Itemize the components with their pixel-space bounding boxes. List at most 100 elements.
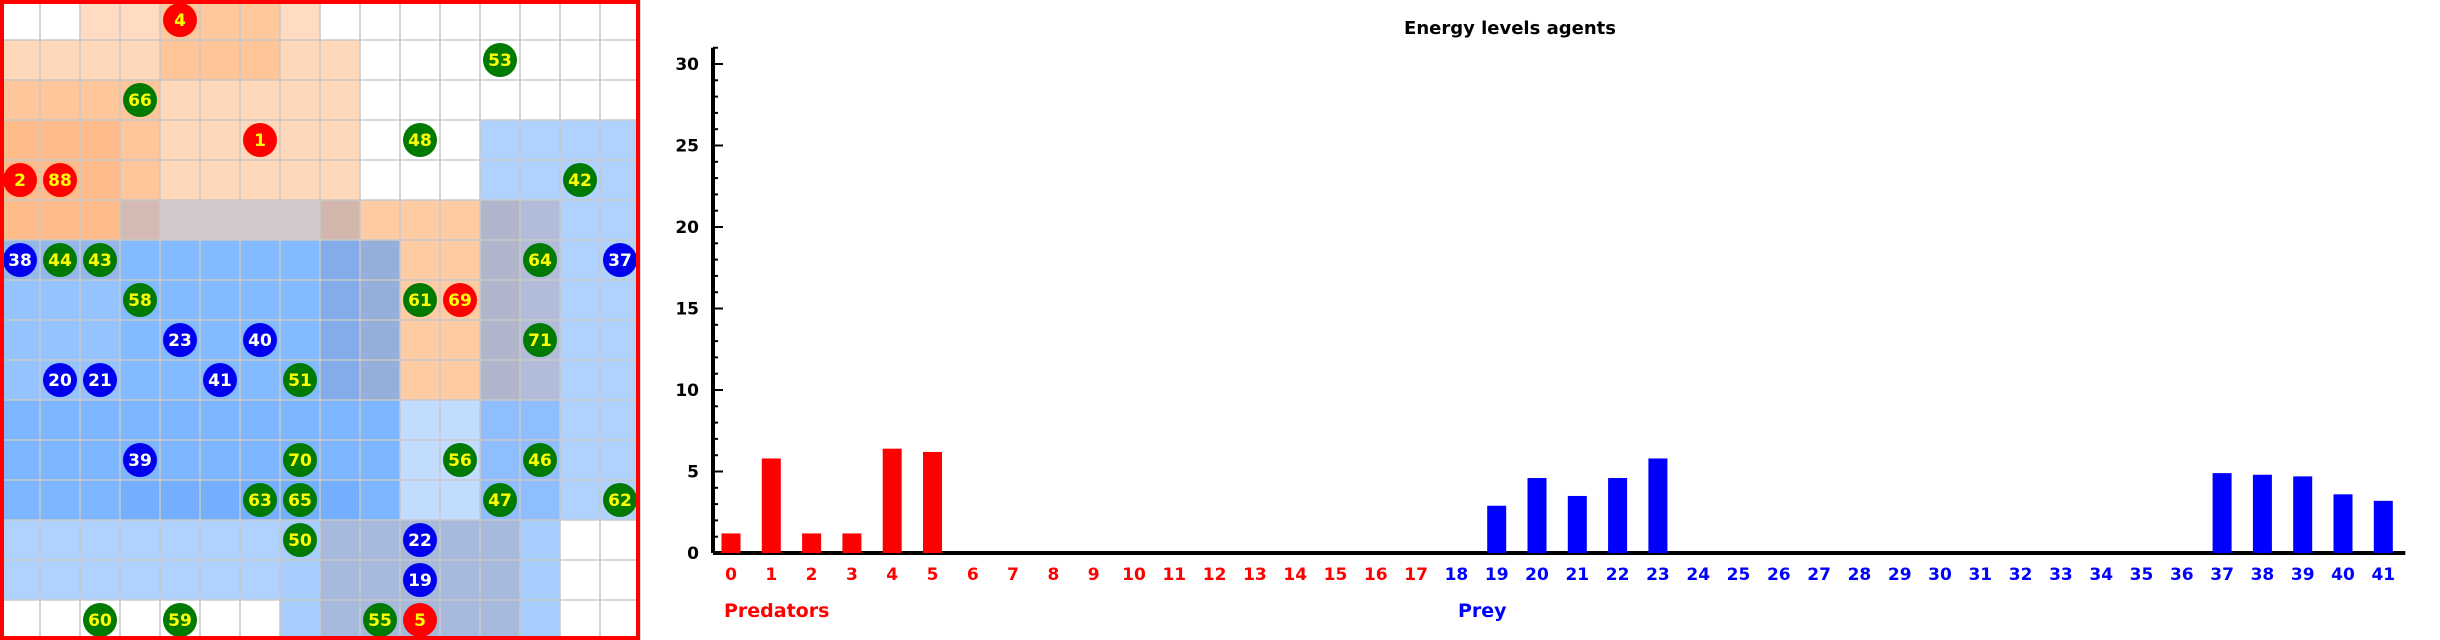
y-tick-label: 20 xyxy=(675,218,699,238)
prey-agent: 41 xyxy=(203,363,237,397)
plant-agent: 50 xyxy=(283,523,317,557)
plant-agent-label: 63 xyxy=(248,491,272,511)
x-tick-label: 0 xyxy=(725,565,737,585)
bar-prey-40 xyxy=(2333,494,2353,553)
chart-title: Energy levels agents xyxy=(1404,18,1616,39)
bar-prey-39 xyxy=(2293,476,2313,553)
grid-lines xyxy=(0,0,641,640)
prey-agent-label: 21 xyxy=(88,371,112,391)
x-tick-label: 34 xyxy=(2089,565,2113,585)
bar-prey-37 xyxy=(2212,473,2232,553)
plant-agent-label: 64 xyxy=(528,251,552,271)
x-tick-label: 28 xyxy=(1848,565,1872,585)
prey-agent: 22 xyxy=(403,523,437,557)
plant-agent-marker xyxy=(283,363,317,397)
plant-agent-label: 46 xyxy=(528,451,552,471)
x-tick-label: 25 xyxy=(1727,565,1751,585)
plant-agent-label: 70 xyxy=(288,451,312,471)
predator-zone xyxy=(0,40,360,240)
plant-agent: 43 xyxy=(83,243,117,277)
x-tick-label: 4 xyxy=(886,565,898,585)
plant-agent-marker xyxy=(363,603,397,637)
predator-agent-marker xyxy=(443,283,477,317)
x-tick-label: 3 xyxy=(846,565,858,585)
x-tick-label: 36 xyxy=(2170,565,2194,585)
y-tick-label: 0 xyxy=(687,544,699,564)
bar-predators-1 xyxy=(761,458,781,553)
predator-agent: 1 xyxy=(243,123,277,157)
predator-agent: 2 xyxy=(3,163,37,197)
x-tick-label: 24 xyxy=(1686,565,1710,585)
x-tick-label: 8 xyxy=(1047,565,1059,585)
predator-agent-label: 4 xyxy=(174,11,186,31)
predator-agent-marker xyxy=(3,163,37,197)
y-tick-label: 5 xyxy=(687,463,699,483)
series-labels: Predators Prey xyxy=(724,600,1507,622)
plant-agent-label: 56 xyxy=(448,451,472,471)
plant-agent: 61 xyxy=(403,283,437,317)
x-tick-label: 30 xyxy=(1928,565,1952,585)
plant-agent: 55 xyxy=(363,603,397,637)
x-tick-label: 26 xyxy=(1767,565,1791,585)
plant-agent-marker xyxy=(283,523,317,557)
bar-prey-22 xyxy=(1608,478,1628,553)
prey-agent-marker xyxy=(83,363,117,397)
x-tick-label: 10 xyxy=(1122,565,1146,585)
bar-prey-20 xyxy=(1527,478,1547,553)
plant-agent-marker xyxy=(43,243,77,277)
y-tick-label: 30 xyxy=(675,55,699,75)
prey-agent: 37 xyxy=(603,243,637,277)
predator-agent-label: 69 xyxy=(448,291,472,311)
plant-agent-label: 62 xyxy=(608,491,632,511)
prey-agent-label: 38 xyxy=(8,251,32,271)
plant-agent-marker xyxy=(483,483,517,517)
plant-agent-marker xyxy=(163,603,197,637)
prey-agent-label: 40 xyxy=(248,331,272,351)
x-tick-label: 29 xyxy=(1888,565,1912,585)
predator-agent: 5 xyxy=(403,603,437,637)
prey-agent: 19 xyxy=(403,563,437,597)
x-tick-label: 20 xyxy=(1525,565,1549,585)
bar-prey-41 xyxy=(2373,500,2393,553)
plant-agent-label: 58 xyxy=(128,291,152,311)
plant-agent-marker xyxy=(483,43,517,77)
prey-agent-marker xyxy=(43,363,77,397)
bar-predators-2 xyxy=(802,533,822,553)
prey-agent-marker xyxy=(203,363,237,397)
prey-agent-label: 19 xyxy=(408,571,432,591)
predator-agent: 4 xyxy=(163,3,197,37)
predator-agent-label: 88 xyxy=(48,171,72,191)
plant-agent-label: 51 xyxy=(288,371,312,391)
plant-agent: 46 xyxy=(523,443,557,477)
plant-agent-marker xyxy=(443,443,477,477)
plant-agent-label: 60 xyxy=(88,611,112,631)
prey-agent: 38 xyxy=(3,243,37,277)
x-tick-label: 41 xyxy=(2371,565,2395,585)
plant-agent-marker xyxy=(403,123,437,157)
y-axis: 0 5 10 15 20 25 30 xyxy=(675,46,723,564)
prey-agent-label: 37 xyxy=(608,251,632,271)
plant-agent: 53 xyxy=(483,43,517,77)
plant-agent-marker xyxy=(123,283,157,317)
prey-agent-label: 23 xyxy=(168,331,192,351)
plant-agent-marker xyxy=(523,243,557,277)
bar-predators-4 xyxy=(882,448,902,553)
plant-agent: 65 xyxy=(283,483,317,517)
x-tick-label: 11 xyxy=(1162,565,1186,585)
predator-agent-label: 2 xyxy=(14,171,26,191)
bar-prey-38 xyxy=(2252,474,2272,553)
x-tick-label: 40 xyxy=(2331,565,2355,585)
x-tick-label: 35 xyxy=(2130,565,2154,585)
plant-agent-label: 71 xyxy=(528,331,552,351)
predator-agent-label: 5 xyxy=(414,611,426,631)
plant-agent: 59 xyxy=(163,603,197,637)
predator-agent-marker xyxy=(163,3,197,37)
x-tick-label: 27 xyxy=(1807,565,1831,585)
plant-agent-label: 50 xyxy=(288,531,312,551)
energy-bars xyxy=(721,448,2393,553)
plant-agent: 47 xyxy=(483,483,517,517)
prey-agent-label: 22 xyxy=(408,531,432,551)
plant-agent-marker xyxy=(523,443,557,477)
x-tick-label: 33 xyxy=(2049,565,2073,585)
prey-agent-label: 39 xyxy=(128,451,152,471)
